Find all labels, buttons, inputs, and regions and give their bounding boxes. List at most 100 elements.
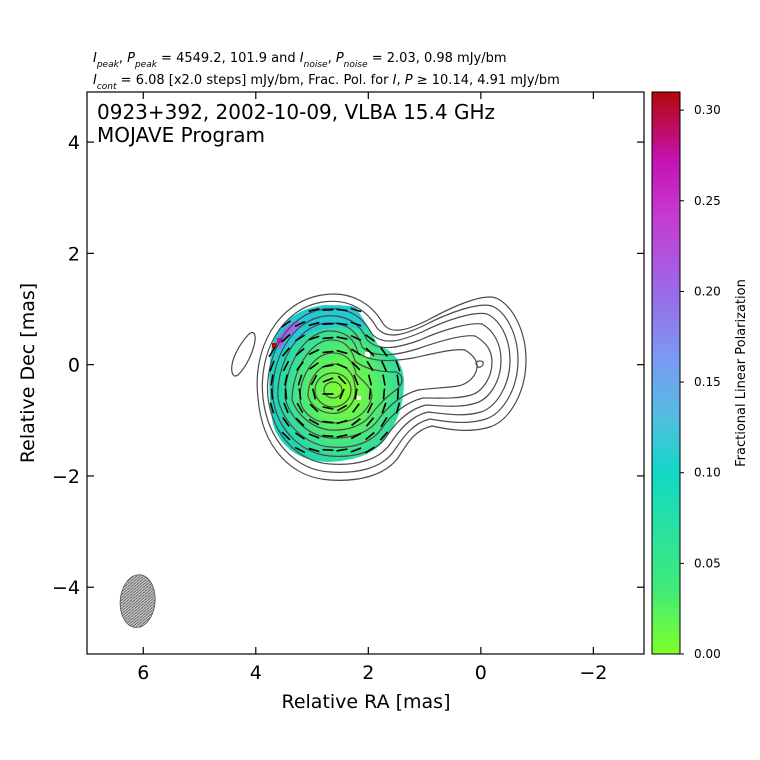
evpa-vector [308, 447, 320, 453]
header-line-2: Icont = 6.08 [x2.0 steps] mJy/bm, Frac. … [93, 73, 560, 92]
evpa-vector [295, 347, 305, 357]
evpa-vector [339, 388, 345, 400]
contour-10 [314, 372, 352, 408]
colorbar-tick-label: 0.25 [694, 194, 721, 208]
x-tick-label: 2 [362, 662, 374, 684]
evpa-vector [308, 308, 320, 312]
evpa-vector [350, 307, 362, 313]
evpa-vector [295, 417, 305, 427]
evpa-vector [353, 374, 359, 386]
evpa-vector [322, 406, 334, 410]
evpa-vector [395, 360, 401, 372]
evpa-vector [381, 360, 387, 372]
evpa-vector [311, 388, 317, 400]
polarization-patch-cyan-rim [275, 305, 366, 360]
evpa-vector [365, 334, 375, 342]
evpa-vector [322, 308, 334, 312]
y-tick-label: −2 [52, 466, 80, 488]
chart-title: 0923+392, 2002-10-09, VLBA 15.4 GHz [97, 100, 495, 124]
x-axis-label: Relative RA [mas] [281, 691, 450, 713]
colorbar-tick-label: 0.20 [694, 284, 721, 298]
evpa-vector [294, 320, 306, 328]
evpa-vector [298, 388, 302, 400]
evpa-vector [310, 374, 318, 386]
y-axis-label: Relative Dec [mas] [17, 283, 39, 463]
evpa-vector [322, 322, 334, 326]
polarization-pixel-red [272, 343, 277, 348]
total-intensity-contours [231, 293, 527, 481]
plot-area [119, 293, 527, 628]
evpa-vector [336, 336, 348, 340]
evpa-vector [284, 388, 288, 400]
evpa-vector [380, 416, 388, 428]
evpa-vector [268, 346, 276, 358]
x-tick-label: 6 [137, 662, 149, 684]
evpa-vector [322, 336, 334, 340]
evpa-vector [322, 420, 334, 424]
colorbar-tick-label: 0.15 [694, 375, 721, 389]
evpa-vector [269, 402, 275, 414]
y-axis-ticks: 4 2 0 −2 −4 [52, 132, 644, 599]
x-tick-label: 0 [475, 662, 487, 684]
evpa-vector [380, 347, 388, 357]
evpa-vector [269, 360, 275, 372]
evpa-vector [308, 348, 320, 356]
evpa-vector [308, 335, 320, 341]
evpa-vector [336, 363, 348, 369]
evpa-vector [366, 360, 374, 372]
colorbar-tick-label: 0.05 [694, 556, 721, 570]
evpa-vector [351, 361, 361, 371]
colorbar-tick-label: 0.00 [694, 647, 721, 661]
evpa-vector [368, 388, 372, 400]
evpa-vector [281, 320, 291, 328]
evpa-vector [322, 377, 334, 383]
header-line-1: Ipeak, Ppeak = 4549.2, 101.9 and Inoise,… [93, 51, 507, 70]
contour-7 [291, 339, 403, 431]
evpa-vector [350, 321, 362, 327]
plot-frame [86, 91, 645, 655]
evpa-vector [294, 334, 306, 342]
polarization-pixel-magenta [277, 338, 282, 343]
evpa-vector [337, 375, 347, 385]
evpa-vector [322, 350, 334, 354]
evpa-vector [366, 402, 374, 414]
colorbar-tick-label: 0.30 [694, 103, 721, 117]
colorbar-tick-label: 0.10 [694, 466, 721, 480]
evpa-vector [365, 347, 375, 357]
evpa-vector [309, 403, 319, 413]
contour-jet-knot [475, 360, 484, 368]
evpa-vector [282, 417, 290, 427]
polarization-pixel-white-2 [357, 396, 361, 400]
evpa-vector [336, 349, 348, 355]
evpa-vector [297, 374, 303, 386]
evpa-vector [308, 321, 320, 327]
evpa-vector [295, 432, 305, 440]
x-axis-ticks: 6 4 2 0 −2 [137, 92, 607, 684]
contour-11 [323, 381, 343, 399]
colorbar-ticks: 0.00 0.05 0.10 0.15 0.20 0.25 0.30 [680, 103, 721, 661]
x-tick-label: −2 [579, 662, 607, 684]
y-tick-label: −4 [52, 577, 80, 599]
evpa-vector [281, 431, 291, 441]
evpa-vector [336, 404, 348, 412]
evpa-vector [282, 360, 290, 372]
evpa-vector [308, 433, 320, 439]
evpa-vector [379, 431, 389, 441]
evpa-vector [350, 432, 362, 440]
evpa-vector [284, 374, 288, 386]
evpa-vector [395, 402, 401, 414]
evpa-vector [294, 446, 306, 454]
contour-3 [266, 307, 511, 465]
evpa-vector [352, 403, 360, 413]
evpa-vector [354, 388, 358, 400]
evpa-vector [336, 448, 348, 452]
evpa-vector [350, 447, 362, 453]
colorbar-label: Fractional Linear Polarization [734, 279, 749, 467]
evpa-vector [308, 418, 320, 426]
contour-9 [307, 363, 356, 414]
evpa-vector [322, 448, 334, 452]
contour-8 [299, 352, 373, 424]
evpa-vector [365, 431, 375, 441]
evpa-vector [296, 402, 304, 414]
